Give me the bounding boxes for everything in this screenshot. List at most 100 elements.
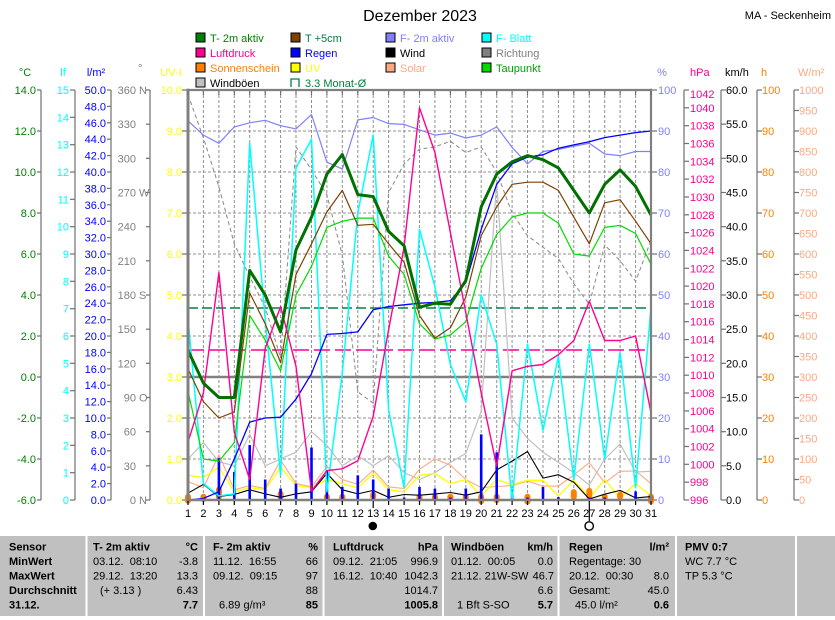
svg-text:11.12. 16:55: 11.12. 16:55: [213, 556, 276, 568]
svg-text:20.12. 00:30: 20.12. 00:30: [569, 571, 633, 583]
svg-text:270: 270: [118, 188, 136, 200]
svg-text:40: 40: [762, 331, 774, 343]
svg-text:1014.7: 1014.7: [404, 585, 438, 597]
svg-text:800: 800: [799, 167, 817, 179]
svg-text:900: 900: [799, 126, 817, 138]
svg-text:23: 23: [521, 508, 533, 520]
svg-text:330: 330: [118, 119, 136, 131]
svg-text:1042: 1042: [690, 89, 714, 101]
svg-text:Luftdruck: Luftdruck: [210, 48, 256, 60]
svg-text:30: 30: [124, 461, 136, 473]
svg-text:40: 40: [658, 331, 670, 343]
svg-text:100: 100: [799, 454, 817, 466]
svg-text:TP 5.3 °C: TP 5.3 °C: [685, 571, 733, 583]
svg-text:29.12. 13:20: 29.12. 13:20: [93, 571, 157, 583]
svg-text:30: 30: [629, 508, 641, 520]
svg-text:45.0: 45.0: [648, 585, 669, 597]
svg-text:l/m²: l/m²: [649, 542, 669, 554]
svg-text:500: 500: [799, 290, 817, 302]
svg-text:8.0: 8.0: [21, 208, 36, 220]
svg-text:10.0: 10.0: [726, 427, 747, 439]
svg-text:996.9: 996.9: [410, 556, 438, 568]
svg-text:20: 20: [658, 413, 670, 425]
svg-text:5.7: 5.7: [538, 600, 553, 612]
svg-text:1020: 1020: [690, 281, 714, 293]
svg-text:60: 60: [658, 249, 670, 261]
svg-text:F- 2m aktiv: F- 2m aktiv: [400, 33, 455, 45]
svg-text:°C: °C: [186, 542, 198, 554]
svg-text:2.0: 2.0: [91, 479, 106, 491]
svg-text:MA - Seckenheim: MA - Seckenheim: [745, 10, 831, 22]
svg-text:1: 1: [185, 508, 191, 520]
svg-text:15: 15: [398, 508, 410, 520]
svg-text:850: 850: [799, 147, 817, 159]
svg-text:MinWert: MinWert: [9, 556, 53, 568]
svg-text:l/m²: l/m²: [87, 67, 106, 79]
svg-text:20.0: 20.0: [726, 358, 747, 370]
svg-text:11: 11: [58, 194, 69, 206]
svg-text:20.0: 20.0: [85, 331, 106, 343]
svg-text:0.6: 0.6: [654, 600, 669, 612]
svg-text:2: 2: [63, 440, 69, 452]
svg-text:8: 8: [293, 508, 299, 520]
svg-text:km/h: km/h: [527, 542, 553, 554]
svg-text:1032: 1032: [690, 174, 714, 186]
svg-text:28.0: 28.0: [85, 265, 106, 277]
svg-text:10: 10: [762, 454, 774, 466]
svg-text:31.12.: 31.12.: [9, 600, 40, 612]
svg-text:600: 600: [799, 249, 817, 261]
svg-text:-3.8: -3.8: [179, 556, 198, 568]
svg-text:50: 50: [799, 475, 811, 487]
svg-text:-2.0: -2.0: [17, 413, 36, 425]
svg-text:2: 2: [200, 508, 206, 520]
svg-text:90: 90: [658, 126, 670, 138]
svg-text:1010: 1010: [690, 370, 714, 382]
svg-text:50.0: 50.0: [726, 153, 747, 165]
svg-text:20: 20: [475, 508, 487, 520]
svg-text:1004: 1004: [690, 424, 714, 436]
svg-text:7: 7: [278, 508, 284, 520]
svg-text:30: 30: [658, 372, 670, 384]
svg-text:T- 2m aktiv: T- 2m aktiv: [93, 542, 151, 554]
svg-text:1028: 1028: [690, 210, 714, 222]
svg-text:90: 90: [124, 393, 136, 405]
svg-text:180: 180: [118, 290, 136, 302]
svg-text:1006: 1006: [690, 406, 714, 418]
svg-text:200: 200: [799, 413, 817, 425]
svg-text:6: 6: [63, 331, 69, 343]
svg-text:50: 50: [658, 290, 670, 302]
svg-text:20: 20: [762, 413, 774, 425]
svg-text:70: 70: [658, 208, 670, 220]
svg-text:60: 60: [762, 249, 774, 261]
svg-text:1008: 1008: [690, 388, 714, 400]
svg-text:h: h: [761, 67, 767, 79]
svg-text:10.0: 10.0: [85, 413, 106, 425]
svg-text:Regentage: 30: Regentage: 30: [569, 556, 641, 568]
svg-text:30.0: 30.0: [726, 290, 747, 302]
svg-text:6.0: 6.0: [167, 249, 182, 261]
svg-text:300: 300: [799, 372, 817, 384]
svg-text:7.0: 7.0: [167, 208, 182, 220]
svg-text:100: 100: [762, 85, 780, 97]
svg-text:hPa: hPa: [418, 542, 439, 554]
svg-text:90: 90: [762, 126, 774, 138]
svg-text:F- Blatt: F- Blatt: [496, 33, 531, 45]
svg-text:16: 16: [413, 508, 425, 520]
svg-text:09.12. 09:15: 09.12. 09:15: [213, 571, 277, 583]
svg-text:0: 0: [130, 495, 136, 507]
svg-text:hPa: hPa: [690, 67, 710, 79]
svg-text:F- 2m aktiv: F- 2m aktiv: [213, 542, 271, 554]
svg-text:250: 250: [799, 393, 817, 405]
svg-text:9: 9: [63, 249, 69, 261]
svg-text:O: O: [139, 393, 148, 405]
svg-text:17: 17: [429, 508, 441, 520]
svg-text:35.0: 35.0: [726, 256, 747, 268]
svg-text:120: 120: [118, 358, 136, 370]
svg-text:2.0: 2.0: [21, 331, 36, 343]
svg-text:Durchschnitt: Durchschnitt: [9, 585, 77, 597]
svg-text:40.0: 40.0: [85, 167, 106, 179]
svg-text:3: 3: [216, 508, 222, 520]
svg-text:Sensor: Sensor: [9, 542, 47, 554]
svg-text:1002: 1002: [690, 442, 714, 454]
svg-text:19: 19: [460, 508, 472, 520]
